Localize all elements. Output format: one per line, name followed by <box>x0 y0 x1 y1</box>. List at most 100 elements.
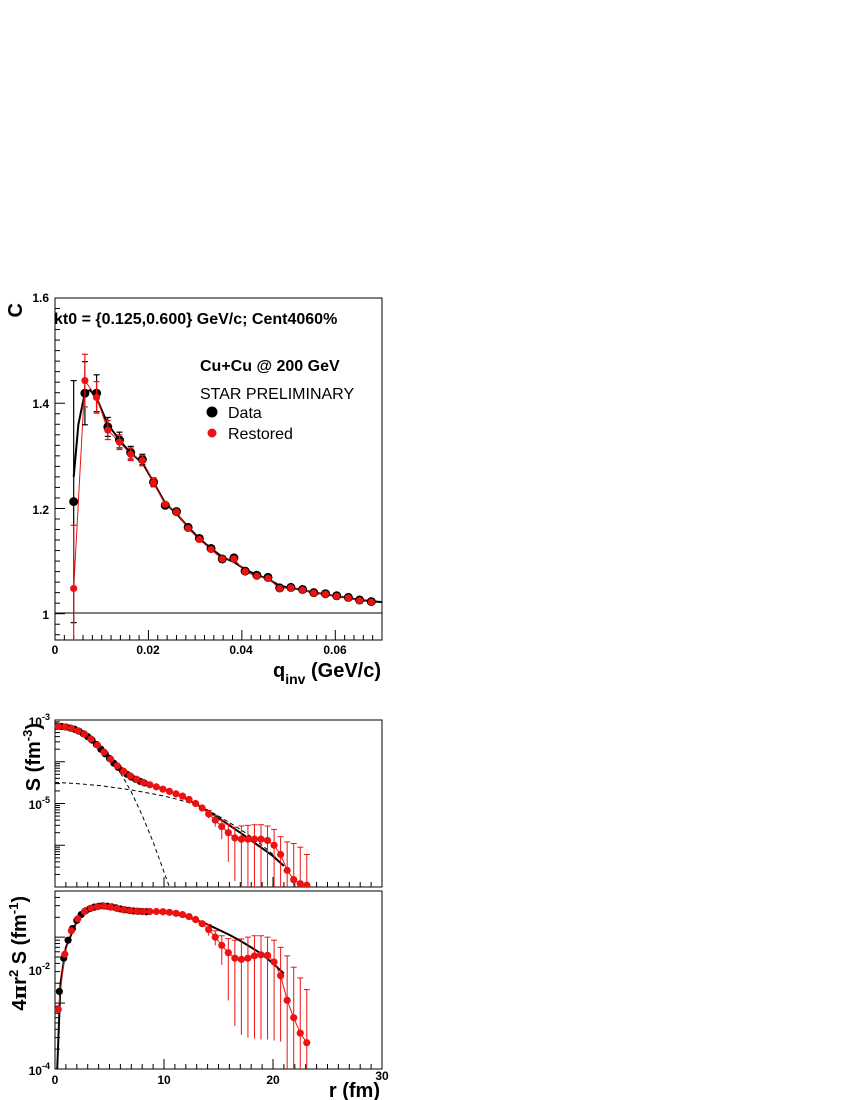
point-restored <box>205 810 213 818</box>
point-restored <box>277 972 285 980</box>
point-restored <box>126 772 134 780</box>
point-restored <box>270 841 278 849</box>
point-restored <box>211 933 219 941</box>
source-points <box>55 722 311 887</box>
point-restored <box>159 785 167 793</box>
point-restored <box>165 787 174 795</box>
point-restored <box>287 584 295 592</box>
point-restored <box>67 724 75 732</box>
point-restored <box>303 1039 311 1047</box>
point-restored <box>192 915 200 924</box>
point-restored <box>211 816 219 824</box>
star-preliminary-label: STAR PRELIMINARY <box>200 386 354 403</box>
point-restored <box>207 545 215 554</box>
point-restored <box>106 903 115 911</box>
point-restored <box>198 920 206 928</box>
radial-panel: 10-2 10-4 0 10 20 30 r (fm) 4πr2 S (fm-1… <box>6 890 389 1100</box>
point-restored <box>115 438 124 446</box>
point-restored <box>100 748 108 756</box>
y-tick-label-1e-3: 10-3 <box>29 712 50 729</box>
source-frame <box>54 719 383 888</box>
y-tick-label-1.2: 1.2 <box>32 503 49 517</box>
point-restored <box>244 954 252 962</box>
r-axis-title: r (fm) <box>329 1080 380 1100</box>
point-restored <box>172 909 180 917</box>
radial-fit-curves <box>56 905 285 1069</box>
point-restored <box>55 1005 62 1014</box>
radial-ticks <box>54 890 383 1070</box>
point-restored <box>92 393 101 402</box>
restored-line <box>58 726 307 886</box>
point-restored <box>81 377 89 385</box>
point-restored <box>133 907 141 915</box>
point-restored <box>133 775 141 783</box>
point-data <box>55 987 63 996</box>
point-restored <box>146 907 154 916</box>
point-restored <box>146 781 154 789</box>
point-restored <box>93 741 102 749</box>
point-restored <box>218 822 226 831</box>
kinematics-header: kt0 = {0.125,0.600} GeV/c; Cent4060% <box>54 311 337 328</box>
radial-points <box>55 902 311 1069</box>
point-restored <box>126 907 134 915</box>
fit-curve <box>55 725 285 867</box>
y-tick-label-1: 1 <box>42 608 49 622</box>
radial-y-axis-title: 4πr2 S (fm-1) <box>6 896 31 1011</box>
point-restored <box>185 795 193 804</box>
y-tick-label-1e-4: 10-4 <box>29 1061 50 1078</box>
point-restored <box>257 951 265 959</box>
point-restored <box>80 730 89 738</box>
point-restored <box>241 568 249 576</box>
point-restored <box>231 954 239 962</box>
point-restored <box>149 479 158 487</box>
point-restored <box>120 906 128 914</box>
correlation-ticks <box>54 297 383 640</box>
y-axis-title: C <box>5 303 27 317</box>
point-restored <box>218 941 226 949</box>
legend-label-data: Data <box>228 405 262 422</box>
point-restored <box>113 904 121 913</box>
point-restored <box>218 555 226 563</box>
point-restored <box>298 586 307 594</box>
point-restored <box>264 574 272 583</box>
x-tick-label-0.04: 0.04 <box>229 643 253 657</box>
point-restored <box>172 508 181 516</box>
point-restored <box>253 572 261 580</box>
point-restored <box>113 762 121 770</box>
point-restored <box>257 835 265 843</box>
point-restored <box>367 598 375 606</box>
radial-frame <box>54 890 383 1070</box>
point-restored <box>224 829 232 837</box>
point-restored <box>165 908 174 916</box>
point-restored <box>283 866 291 874</box>
point-restored <box>178 792 187 800</box>
point-restored <box>344 594 352 602</box>
point-restored <box>205 926 213 934</box>
point-restored <box>93 903 102 911</box>
point-restored <box>159 908 167 916</box>
point-data <box>64 936 72 944</box>
point-restored <box>74 915 82 923</box>
point-restored <box>104 426 112 434</box>
r-tick-label-30: 30 <box>375 1069 389 1083</box>
component-curve-2 <box>55 781 285 868</box>
x-axis-title: qinv (GeV/c) <box>273 660 381 687</box>
point-restored <box>70 584 78 593</box>
point-restored <box>61 950 69 958</box>
y-tick-label-1e-2: 10-2 <box>29 961 50 978</box>
point-restored <box>55 722 62 731</box>
point-restored <box>195 535 203 544</box>
source-fit-curves <box>55 725 285 887</box>
point-restored <box>224 949 232 957</box>
point-restored <box>283 996 291 1004</box>
point-restored <box>230 555 238 563</box>
point-restored <box>120 767 128 775</box>
correlation-panel: 1.6 1.4 1.2 1 0 0.02 0.04 0.06 C qinv (G… <box>5 291 383 687</box>
point-restored <box>87 735 95 743</box>
point-restored <box>139 778 147 787</box>
point-restored <box>290 1014 298 1022</box>
point-restored <box>106 755 115 763</box>
point-restored <box>185 912 193 921</box>
r-tick-label-20: 20 <box>266 1073 280 1087</box>
point-restored <box>87 904 95 912</box>
